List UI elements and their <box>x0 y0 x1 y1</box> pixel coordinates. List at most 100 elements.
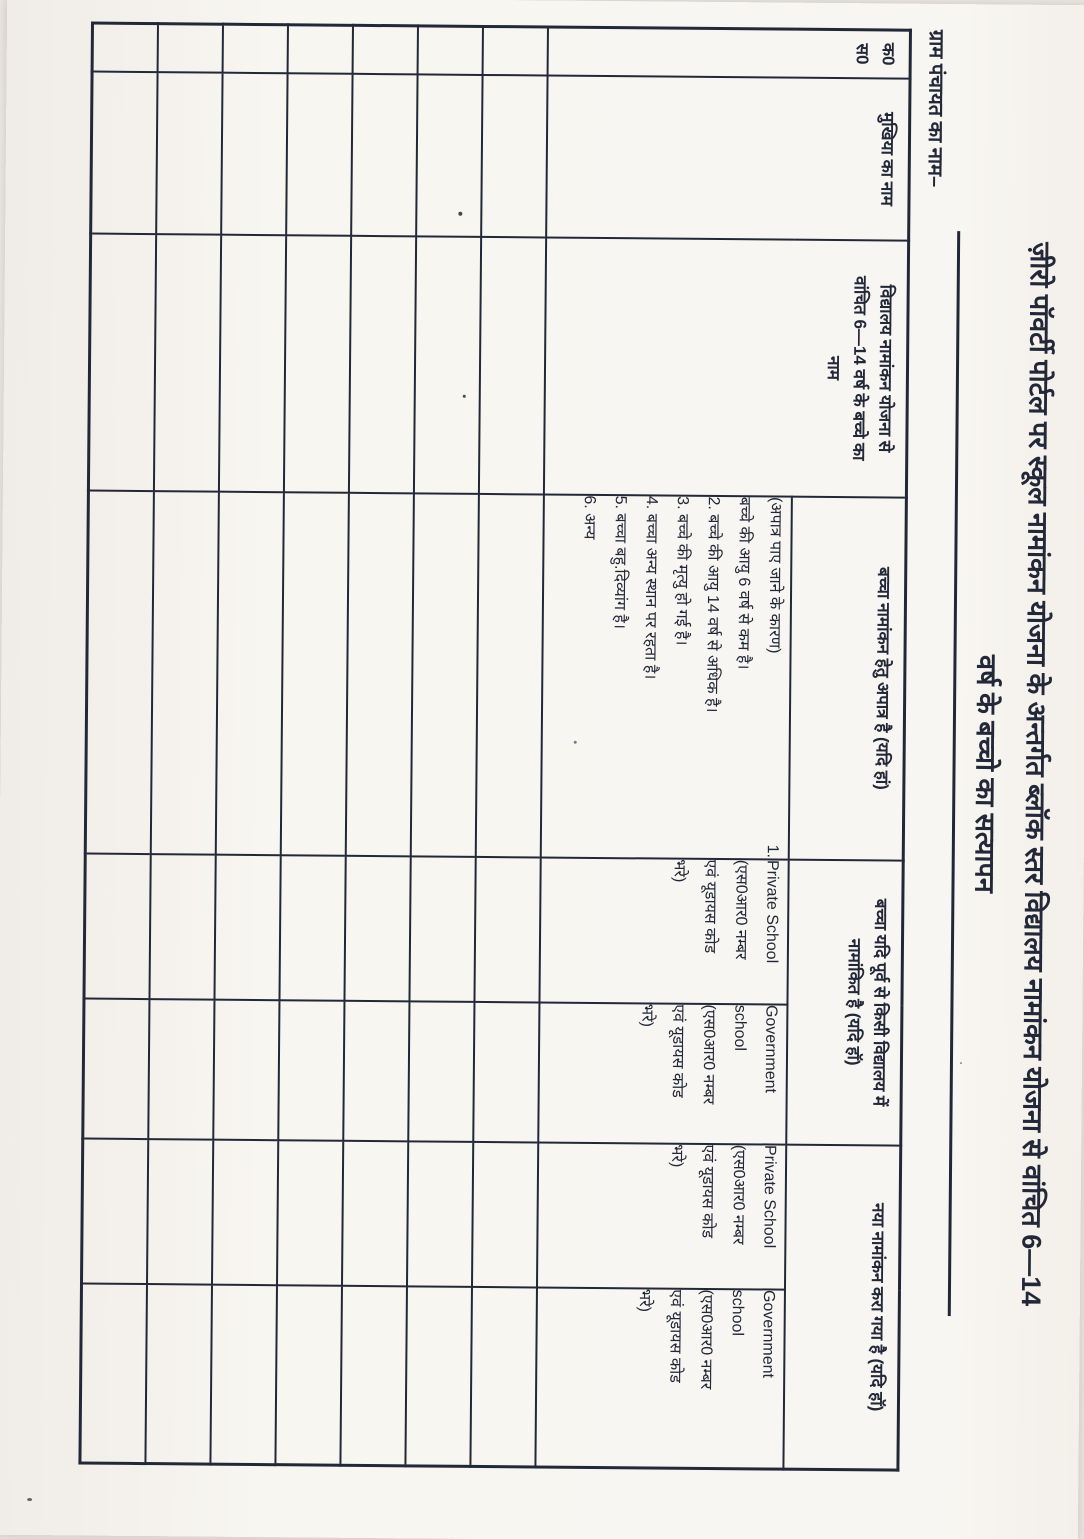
title-line-2: वर्ष के बच्चो का सत्यापन <box>968 654 1002 893</box>
empty-cell <box>350 72 418 236</box>
empty-cell <box>144 1283 212 1464</box>
empty-cell <box>150 490 219 854</box>
reason-item: 6. अन्य <box>580 494 598 539</box>
empty-cell <box>473 855 541 1002</box>
empty-cell <box>91 22 158 72</box>
empty-cell <box>342 999 409 1141</box>
document-title: ज़ीरो पॉवर्टी पोर्टल पर स्कूल नामांकन यो… <box>947 231 1065 1316</box>
empty-cell <box>407 1000 474 1141</box>
reasons-intro-text: (अपात्र पाए जाने के कारण) <box>765 496 784 654</box>
empty-cell <box>276 1139 343 1285</box>
scan-speck <box>573 740 577 744</box>
empty-cell <box>352 24 418 74</box>
empty-cell <box>280 491 349 855</box>
empty-cell <box>480 73 548 237</box>
empty-cell <box>148 853 216 999</box>
verification-table: क0 स0 मुखिया का नाम विद्यालय नामांकन योज… <box>77 21 912 1472</box>
empty-cell <box>155 71 223 234</box>
empty-cell <box>87 232 156 491</box>
empty-cell <box>84 489 154 854</box>
empty-cell <box>157 23 223 72</box>
empty-cell <box>417 25 483 74</box>
empty-cell <box>278 854 346 1000</box>
deprived-child-name-text: विद्यालय नामांकन योजना से वांचित 6—14 वर… <box>823 275 896 461</box>
empty-cell <box>79 1282 147 1464</box>
empty-cell <box>215 490 284 855</box>
empty-cell <box>469 1285 537 1467</box>
table-row <box>404 25 483 1466</box>
scan-speck <box>26 1497 32 1501</box>
table-row <box>209 23 288 1465</box>
empty-cell <box>83 852 151 999</box>
empty-cell <box>348 234 416 493</box>
empty-cell <box>339 1284 407 1466</box>
reasons-intro-line: (अपात्र पाए जाने के कारण) 1. <box>756 496 790 857</box>
empty-cell <box>283 234 351 492</box>
col-header-serial-number: क0 स0 <box>547 26 910 78</box>
prev-government-school-text: Government school (एस0आर0 नम्बर एवं यूडा… <box>637 1003 779 1104</box>
subheader-prev-private-school: Private School (एस0आर0 नम्बर एवं यूडायस … <box>538 856 789 1004</box>
empty-cell <box>482 25 548 75</box>
reason-item: 4. बच्चा अन्य स्थान पर रहता है। <box>640 495 660 679</box>
empty-cell <box>408 855 476 1001</box>
empty-cell <box>415 73 483 236</box>
subheader-new-government-school: Government school (एस0आर0 नम्बर एवं यूडा… <box>534 1286 785 1469</box>
scan-speck <box>457 211 462 216</box>
empty-cell <box>146 1138 213 1284</box>
empty-cell <box>345 491 414 856</box>
scan-speck <box>959 1061 962 1064</box>
col-header-deprived-child-name: विद्यालय नामांकन योजना से वांचित 6—14 वर… <box>543 236 909 497</box>
empty-cell <box>274 1284 342 1465</box>
empty-cell <box>341 1139 408 1286</box>
empty-cell <box>287 24 353 73</box>
already-enrolled-text: बच्चा यदि पूर्व से किसी विद्यालय में नाम… <box>843 898 890 1106</box>
table-row <box>339 24 418 1466</box>
col-header-already-enrolled: बच्चा यदि पूर्व से किसी विद्यालय में नाम… <box>785 858 903 1145</box>
empty-cell <box>277 999 344 1140</box>
prev-private-school-text: Private School (एस0आर0 नम्बर एवं यूडायस … <box>670 858 781 963</box>
new-private-school-text: Private School (एस0आर0 नम्बर एवं यूडायस … <box>667 1143 778 1248</box>
empty-cell <box>220 71 288 235</box>
reason-item: 3. बच्चे की मृत्यु हो गई है। <box>672 495 691 646</box>
reason-item: 5. बच्चा बहु.दिव्यांग है। <box>610 495 629 629</box>
empty-cell <box>413 235 481 493</box>
empty-cell <box>404 1285 472 1466</box>
empty-cell <box>82 997 149 1139</box>
col-header-new-enrollment: नया नामांकन करा गया है (यदि हॉ) <box>782 1143 901 1470</box>
ineligibility-reasons-cell: (अपात्र पाए जाने के कारण) 1. बच्चे की आय… <box>540 493 792 859</box>
subheader-prev-government-school: Government school (एस0आर0 नम्बर एवं यूडा… <box>537 1001 787 1144</box>
empty-cell <box>153 233 221 491</box>
empty-cell <box>478 235 546 494</box>
empty-cell <box>472 1000 539 1142</box>
table-row <box>469 25 548 1467</box>
empty-cell <box>285 72 353 235</box>
reason-item-1-number: 1. <box>763 844 781 858</box>
empty-cell <box>406 1140 473 1286</box>
empty-cell <box>222 23 288 73</box>
empty-cell <box>213 853 281 1000</box>
empty-cell <box>218 233 286 492</box>
col-header-head-of-family-name: मुखिया का नाम <box>545 74 910 240</box>
header-row-main: क0 स0 मुखिया का नाम विद्यालय नामांकन योज… <box>543 26 910 1470</box>
empty-cell <box>410 492 479 856</box>
empty-cell <box>147 998 214 1139</box>
empty-cell <box>343 854 411 1001</box>
empty-cell <box>475 492 544 857</box>
new-government-school-text: Government school (एस0आर0 नम्बर एवं यूडा… <box>635 1288 777 1389</box>
empty-cell <box>81 1137 148 1284</box>
new-enrollment-text: नया नामांकन करा गया है (यदि हॉ) <box>866 1202 888 1411</box>
reason-item: 2. बच्चे की आयु 14 वर्ष से अधिक है। <box>702 495 722 713</box>
empty-cell <box>211 1138 278 1285</box>
empty-cell <box>471 1140 538 1287</box>
table-row <box>144 23 223 1464</box>
empty-cell <box>212 998 279 1140</box>
gram-panchayat-label: ग्राम पंचायत का नाम– <box>923 29 947 187</box>
col-header-child-ineligible: बच्चा नामांकन हेतु अपात्र है (यदि हां) <box>788 495 906 860</box>
reason-item: बच्चे की आयु 6 वर्ष से कम है। <box>733 496 753 670</box>
empty-cell <box>90 70 158 234</box>
table-row <box>274 24 353 1465</box>
scan-speck <box>462 394 466 398</box>
subheader-new-private-school: Private School (एस0आर0 नम्बर एवं यूडायस … <box>536 1141 786 1289</box>
